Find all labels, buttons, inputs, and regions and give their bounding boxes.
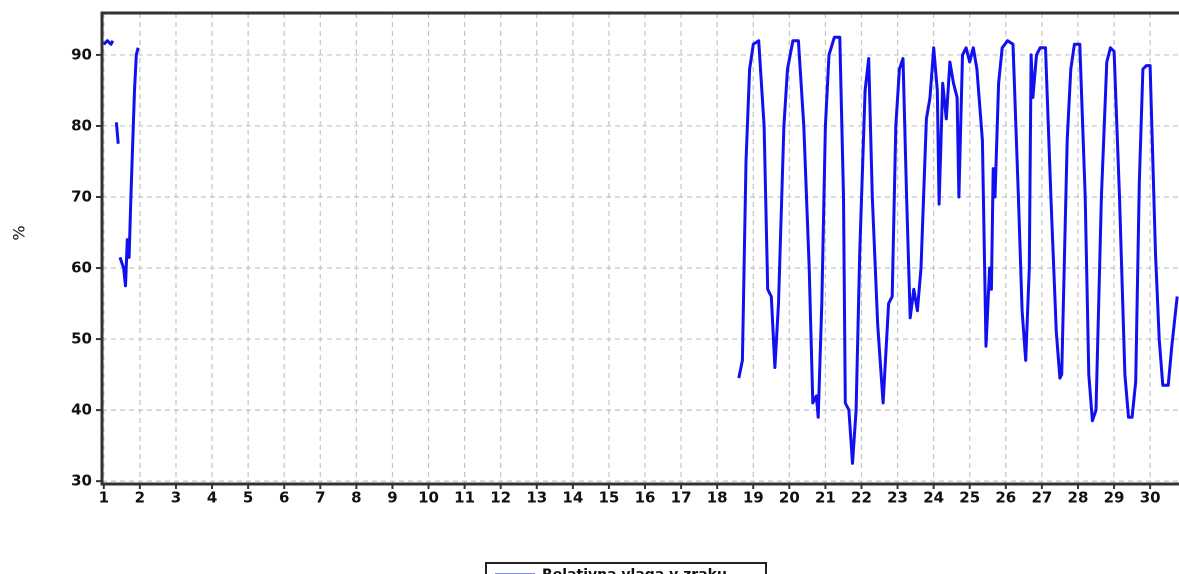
plot-frame	[100, 11, 1179, 486]
x-tick-label: 26	[995, 489, 1016, 507]
x-tick-label: 13	[526, 489, 547, 507]
x-tick-label: 23	[887, 489, 908, 507]
x-tick-label: 10	[418, 489, 439, 507]
x-tick-label: 7	[315, 489, 325, 507]
x-tick-label: 19	[743, 489, 764, 507]
y-tick-label: 30	[71, 472, 92, 490]
x-tick-label: 27	[1031, 489, 1052, 507]
y-tick-label: 90	[71, 45, 92, 63]
y-tick-label: 60	[71, 259, 92, 277]
x-tick-label: 18	[707, 489, 728, 507]
x-tick-label: 22	[851, 489, 872, 507]
x-tick-label: 9	[387, 489, 397, 507]
x-tick-label: 15	[598, 489, 619, 507]
x-tick-label: 25	[959, 489, 980, 507]
legend	[485, 562, 767, 574]
x-tick-label: 5	[243, 489, 253, 507]
x-tick-label: 8	[351, 489, 361, 507]
x-tick-label: 24	[923, 489, 944, 507]
x-tick-label: 14	[562, 489, 583, 507]
x-tick-label: 1	[99, 489, 109, 507]
y-tick-label: 50	[71, 330, 92, 348]
x-tick-label: 6	[279, 489, 289, 507]
x-tick-label: 30	[1140, 489, 1161, 507]
y-tick-label: 40	[71, 401, 92, 419]
x-tick-label: 2	[135, 489, 145, 507]
x-tick-label: 28	[1068, 489, 1089, 507]
data-line	[102, 35, 1179, 465]
x-tick-label: 16	[635, 489, 656, 507]
x-tick-label: 29	[1104, 489, 1125, 507]
x-tick-label: 12	[490, 489, 511, 507]
x-tick-label: 4	[207, 489, 217, 507]
y-tick-label: 70	[71, 187, 92, 205]
legend-label: Relativna vlaga v zraku	[542, 567, 727, 574]
x-tick-label: 3	[171, 489, 181, 507]
y-tick-label: 80	[71, 116, 92, 134]
x-tick-label: 20	[779, 489, 800, 507]
y-axis-label: %	[10, 225, 29, 240]
x-tick-label: 17	[671, 489, 692, 507]
x-tick-label: 11	[454, 489, 475, 507]
x-tick-label: 21	[815, 489, 836, 507]
